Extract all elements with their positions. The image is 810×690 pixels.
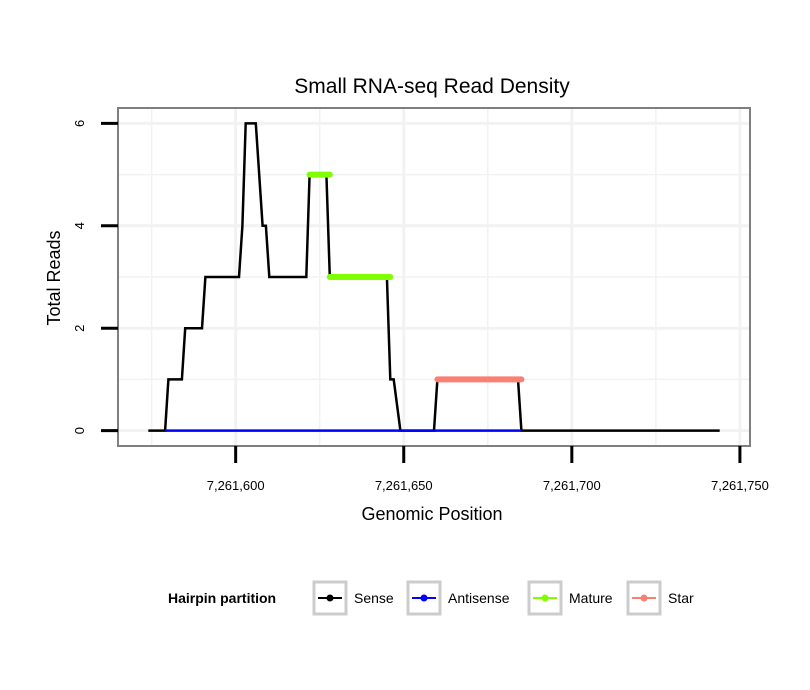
legend-label: Sense — [354, 590, 394, 606]
y-tick-label: 2 — [72, 325, 87, 332]
legend-item-sense: Sense — [312, 580, 394, 616]
legend-label: Antisense — [448, 590, 510, 606]
legend-key-point — [541, 594, 549, 602]
panel-border — [117, 107, 751, 447]
x-tick-label: 7,261,750 — [711, 478, 769, 493]
legend-item-mature: Mature — [527, 580, 613, 616]
y-axis: 0 2 4 6 — [72, 120, 118, 434]
chart-title: Small RNA-seq Read Density — [294, 75, 570, 98]
y-tick-label: 6 — [72, 120, 87, 127]
x-tick-label: 7,261,650 — [375, 478, 433, 493]
legend-key-box — [527, 580, 563, 616]
legend-label: Mature — [569, 590, 613, 606]
legend-item-antisense: Antisense — [406, 580, 510, 616]
x-tick-label: 7,261,700 — [543, 478, 601, 493]
series-layer — [148, 122, 720, 432]
legend-title: Hairpin partition — [168, 590, 276, 606]
x-tick-label: 7,261,600 — [207, 478, 265, 493]
legend-item-star: Star — [626, 580, 694, 616]
legend-key-point — [640, 594, 648, 602]
y-axis-title: Total Reads — [44, 230, 64, 325]
legend: Hairpin partition Sense Antisense Mature St… — [168, 580, 694, 616]
legend-label: Star — [668, 590, 694, 606]
legend-key-point — [326, 594, 334, 602]
x-axis-title: Genomic Position — [361, 504, 502, 524]
y-tick-label: 0 — [72, 427, 87, 434]
x-axis: 7,261,600 7,261,650 7,261,700 7,261,750 — [207, 446, 769, 493]
legend-key-point — [420, 594, 428, 602]
y-tick-label: 4 — [72, 222, 87, 229]
